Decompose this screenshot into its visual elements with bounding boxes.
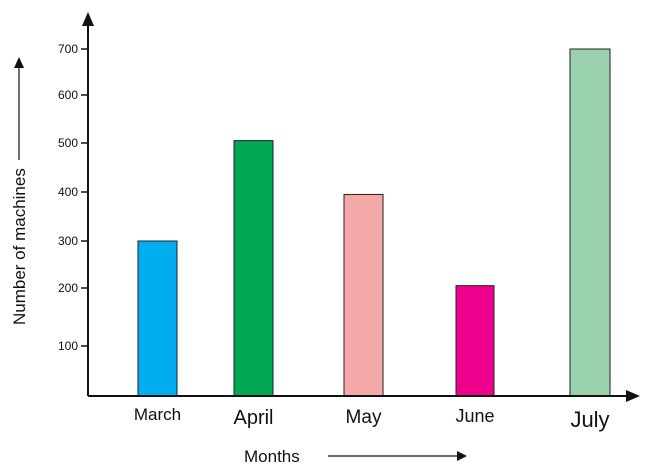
x-tick-label: April xyxy=(233,407,273,429)
x-axis-title: Months xyxy=(244,447,300,466)
y-tick-label: 700 xyxy=(58,42,78,56)
y-axis-title: Number of machines xyxy=(10,168,29,325)
x-tick-label: June xyxy=(455,406,494,426)
y-axis-arrowhead xyxy=(82,12,94,26)
x-axis-title-arrowhead xyxy=(457,451,467,461)
y-tick-label: 200 xyxy=(58,281,78,295)
x-axis-arrowhead xyxy=(626,390,640,402)
plot-area: 100 200 300 400 500 600 700 March April May June Ju… xyxy=(58,42,611,432)
x-tick-label: July xyxy=(570,407,609,432)
x-tick-label: May xyxy=(346,407,382,428)
y-tick-label: 300 xyxy=(58,234,78,248)
y-tick-label: 100 xyxy=(58,339,78,353)
y-tick-label: 600 xyxy=(58,88,78,102)
bar-june xyxy=(455,285,495,397)
bar-march xyxy=(137,240,178,397)
y-tick-label: 400 xyxy=(58,185,78,199)
bar-july xyxy=(569,48,611,397)
bar-may xyxy=(343,193,384,397)
x-tick-label: March xyxy=(134,405,181,424)
y-tick-label: 500 xyxy=(58,136,78,150)
y-axis-title-arrowhead xyxy=(14,57,24,68)
bar-april xyxy=(233,140,274,397)
